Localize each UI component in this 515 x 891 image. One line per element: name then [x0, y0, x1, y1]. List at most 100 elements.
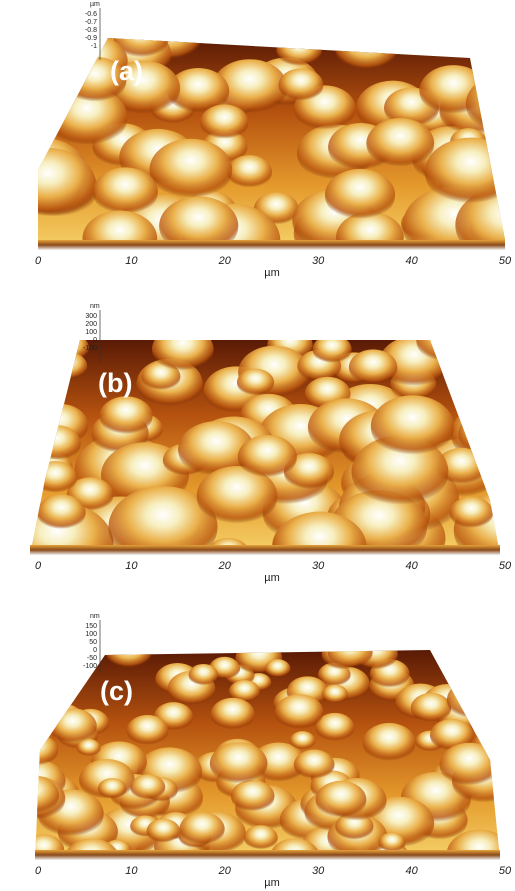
x-unit: µm	[264, 572, 280, 584]
surface-front	[38, 240, 505, 250]
z-tick-label: -0.9	[85, 35, 97, 42]
surface-grain	[378, 832, 405, 852]
surface-grain	[484, 664, 515, 701]
surface-grain	[416, 317, 478, 364]
surface-grain	[200, 104, 248, 140]
surface-grain	[237, 369, 274, 397]
surface-grain	[93, 167, 158, 216]
surface-grain	[322, 685, 348, 704]
x-tick-label: 30	[312, 560, 325, 572]
x-tick-label: 30	[312, 865, 325, 877]
afm-figure: µm-0.6-0.7-0.8-0.9-101020304050µm(a)nm30…	[0, 0, 515, 891]
surface-grain	[127, 715, 169, 746]
x-tick-label: 50	[499, 255, 512, 267]
surface-grain	[447, 680, 500, 720]
surface-grain	[479, 371, 515, 413]
surface-grain	[371, 395, 454, 458]
z-tick-label: -0.8	[85, 27, 97, 34]
surface-grain	[411, 693, 452, 723]
surface-grain	[265, 659, 290, 678]
surface-grain	[23, 834, 64, 865]
surface-grain	[459, 340, 504, 374]
surface-grain	[275, 694, 324, 730]
z-unit: nm	[90, 303, 100, 310]
surface-grain	[366, 118, 434, 169]
x-tick-label: 50	[499, 865, 512, 877]
surface-front	[30, 545, 500, 555]
x-tick-label: 0	[35, 560, 42, 572]
surface-grain	[106, 635, 152, 669]
surface-grain	[37, 494, 85, 530]
surface-grain	[100, 396, 153, 436]
surface-grain	[450, 497, 494, 530]
surface-grain	[276, 33, 321, 67]
x-unit: µm	[264, 877, 280, 889]
x-tick-label: 20	[218, 560, 232, 572]
surface-grain	[33, 461, 77, 494]
z-tick-label: 200	[85, 321, 97, 328]
surface-grain	[462, 363, 515, 416]
surface-grain	[32, 425, 81, 462]
surface-grain	[0, 148, 96, 220]
surface-grain	[189, 664, 219, 686]
surface-grain	[7, 776, 59, 815]
surface-grain	[98, 778, 127, 799]
surface-grain	[244, 825, 278, 850]
z-tick-label: 50	[89, 639, 97, 646]
z-tick-label: -50	[87, 655, 97, 662]
surface-grain	[130, 774, 165, 800]
x-tick-label: 30	[312, 255, 325, 267]
x-tick-label: 40	[405, 560, 418, 572]
surface-grain	[147, 819, 180, 844]
surface-grain	[328, 636, 373, 670]
x-unit: µm	[264, 267, 280, 279]
z-tick-label: -0.6	[85, 11, 97, 18]
surface-grain	[82, 210, 157, 266]
surface-grain	[349, 349, 398, 385]
surface-grain	[210, 742, 268, 785]
surface-grain	[49, 708, 97, 744]
z-tick-label: -100	[83, 345, 97, 352]
surface-grain	[316, 781, 367, 819]
z-tick-label: -100	[83, 663, 97, 670]
surface-grain	[425, 138, 515, 207]
z-tick-label: 100	[85, 631, 97, 638]
z-unit: nm	[90, 613, 100, 620]
x-tick-label: 10	[125, 865, 138, 877]
surface-grain	[8, 343, 67, 388]
surface-grain	[14, 734, 58, 767]
panel-label: (c)	[100, 676, 133, 706]
surface-grain	[290, 731, 316, 750]
surface-front	[35, 850, 500, 860]
z-tick-label: 0	[93, 337, 97, 344]
z-tick-label: 0	[93, 647, 97, 654]
surface-grain	[325, 169, 395, 222]
z-tick-label: 150	[85, 623, 97, 630]
x-tick-label: 20	[218, 255, 232, 267]
surface-grain	[15, 394, 51, 421]
panel-label: (a)	[110, 56, 143, 86]
z-tick-label: 300	[85, 313, 97, 320]
surface-grain	[363, 723, 416, 763]
surface-grain	[278, 68, 323, 102]
surface-grain	[313, 335, 352, 364]
surface-grain	[294, 750, 335, 781]
surface-grain	[49, 352, 87, 381]
x-tick-label: 0	[35, 865, 42, 877]
x-tick-label: 20	[218, 865, 232, 877]
surface-grain	[152, 326, 214, 372]
z-tick-label: -0.7	[85, 19, 97, 26]
surface-grain	[238, 435, 297, 479]
surface-grain	[457, 643, 494, 670]
x-tick-label: 0	[35, 255, 42, 267]
x-tick-label: 10	[125, 560, 138, 572]
surface-grain	[440, 743, 500, 788]
x-tick-label: 40	[405, 255, 418, 267]
x-tick-label: 40	[405, 865, 418, 877]
surface-grain	[335, 26, 397, 73]
z-tick-label: 100	[85, 329, 97, 336]
surface-grain	[211, 698, 255, 731]
